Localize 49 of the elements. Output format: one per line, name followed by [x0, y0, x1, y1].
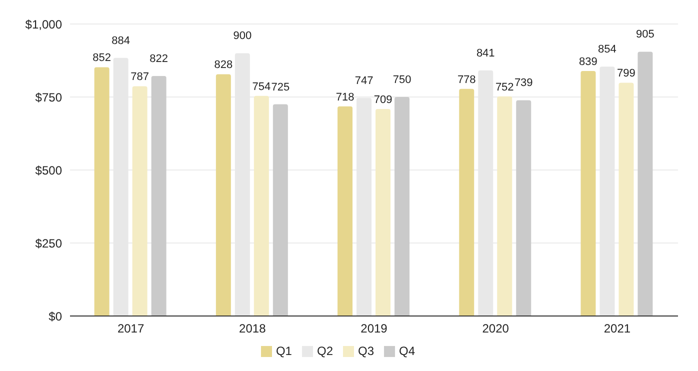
bar — [580, 71, 596, 316]
data-label: 884 — [112, 34, 130, 47]
data-label: 718 — [336, 91, 354, 104]
y-tick-label: $1,000 — [25, 17, 62, 32]
data-label: 747 — [354, 74, 374, 87]
legend-label: Q4 — [399, 344, 416, 358]
data-label: 841 — [476, 47, 495, 60]
data-label: 905 — [636, 28, 654, 41]
bar — [338, 106, 353, 316]
legend-label: Q1 — [276, 344, 292, 358]
bar — [394, 97, 410, 316]
x-tick-label: 2021 — [604, 322, 631, 336]
data-label: 839 — [579, 56, 598, 68]
bar — [132, 86, 148, 316]
x-tick-label: 2017 — [117, 322, 144, 336]
data-label: 709 — [374, 94, 392, 106]
data-label: 754 — [252, 80, 271, 93]
data-label: 822 — [150, 52, 168, 65]
data-label: 799 — [617, 68, 636, 80]
x-tick-label: 2018 — [239, 322, 266, 336]
data-label: 739 — [514, 77, 533, 90]
y-tick-label: $750 — [35, 90, 62, 104]
data-label: 787 — [130, 71, 149, 84]
data-label: 750 — [392, 74, 412, 86]
data-label: 778 — [457, 74, 476, 86]
x-tick-label: 2019 — [360, 322, 388, 336]
bar — [94, 67, 110, 316]
bar — [497, 96, 512, 316]
data-label: 900 — [233, 30, 252, 42]
bar — [459, 88, 474, 316]
bar — [151, 76, 166, 316]
data-label: 752 — [495, 81, 514, 94]
y-tick-label: $500 — [35, 163, 62, 178]
legend-label: Q3 — [358, 344, 374, 358]
bar — [638, 52, 653, 316]
bar — [618, 82, 634, 316]
bar — [376, 108, 391, 316]
data-label: 725 — [271, 81, 290, 94]
data-label: 828 — [214, 59, 233, 72]
legend-label: Q2 — [316, 344, 333, 358]
x-tick-label: 2020 — [482, 322, 510, 336]
bar — [516, 100, 532, 316]
bar — [216, 74, 231, 316]
y-tick-label: $0 — [48, 309, 62, 324]
bar — [254, 96, 269, 316]
y-tick-label: $250 — [35, 236, 62, 250]
data-label: 852 — [92, 52, 111, 64]
data-label: 854 — [598, 44, 616, 56]
bar — [272, 104, 288, 316]
